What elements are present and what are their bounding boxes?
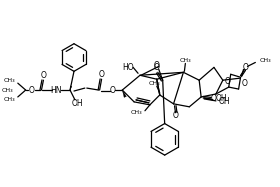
Text: O: O	[109, 85, 115, 95]
Text: OH: OH	[219, 97, 230, 106]
Text: CH₃: CH₃	[3, 78, 15, 83]
Text: O: O	[242, 79, 248, 88]
Text: HO: HO	[122, 63, 134, 72]
Text: O: O	[29, 85, 34, 95]
Polygon shape	[70, 86, 72, 90]
Text: O: O	[154, 61, 160, 70]
Text: CH₃: CH₃	[179, 58, 191, 63]
Text: O: O	[242, 63, 248, 72]
Polygon shape	[122, 90, 126, 97]
Text: O: O	[99, 70, 104, 79]
Text: O: O	[172, 111, 178, 120]
Text: HN: HN	[50, 85, 62, 95]
Text: OH: OH	[216, 94, 228, 103]
Text: CH₃: CH₃	[149, 81, 161, 86]
Text: O: O	[154, 63, 160, 72]
Text: CH₃: CH₃	[3, 97, 15, 102]
Text: O: O	[41, 71, 46, 80]
Text: OH: OH	[71, 99, 83, 108]
Text: CH₃: CH₃	[259, 58, 271, 63]
Text: O: O	[225, 77, 231, 86]
Text: CH₃: CH₃	[130, 110, 142, 115]
Text: CH₃: CH₃	[1, 88, 13, 93]
Text: O: O	[211, 94, 217, 103]
